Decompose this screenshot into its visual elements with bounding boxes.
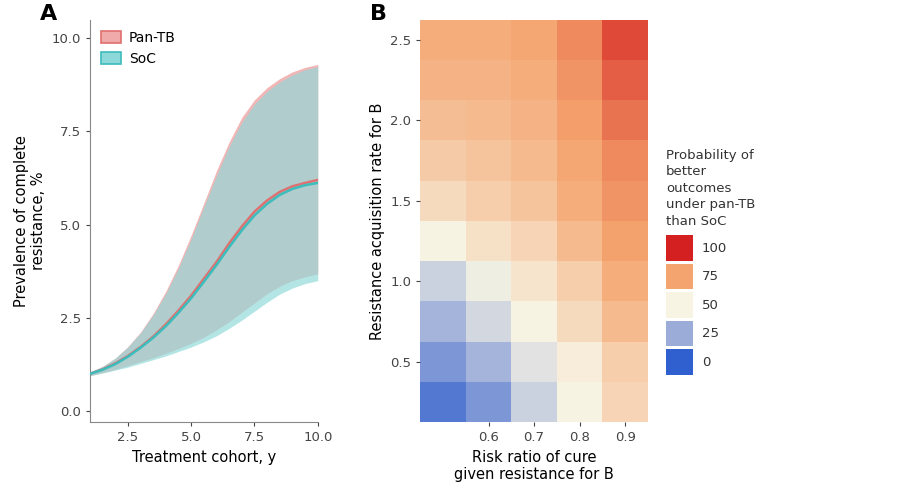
Text: Probability of
better
outcomes
under pan-TB
than SoC: Probability of better outcomes under pan… — [666, 149, 755, 228]
Legend: Pan-TB, SoC: Pan-TB, SoC — [97, 27, 180, 70]
Text: 50: 50 — [702, 299, 719, 312]
Text: 75: 75 — [702, 270, 719, 283]
Text: 25: 25 — [702, 327, 719, 340]
Text: 0: 0 — [702, 355, 710, 369]
Text: B: B — [370, 3, 387, 24]
X-axis label: Treatment cohort, y: Treatment cohort, y — [131, 450, 276, 465]
X-axis label: Risk ratio of cure
given resistance for B: Risk ratio of cure given resistance for … — [454, 450, 614, 482]
Text: 100: 100 — [702, 242, 727, 255]
Y-axis label: Resistance acquisition rate for B: Resistance acquisition rate for B — [370, 102, 384, 340]
Text: A: A — [40, 3, 57, 24]
Y-axis label: Prevalence of complete
resistance, %: Prevalence of complete resistance, % — [14, 135, 46, 307]
